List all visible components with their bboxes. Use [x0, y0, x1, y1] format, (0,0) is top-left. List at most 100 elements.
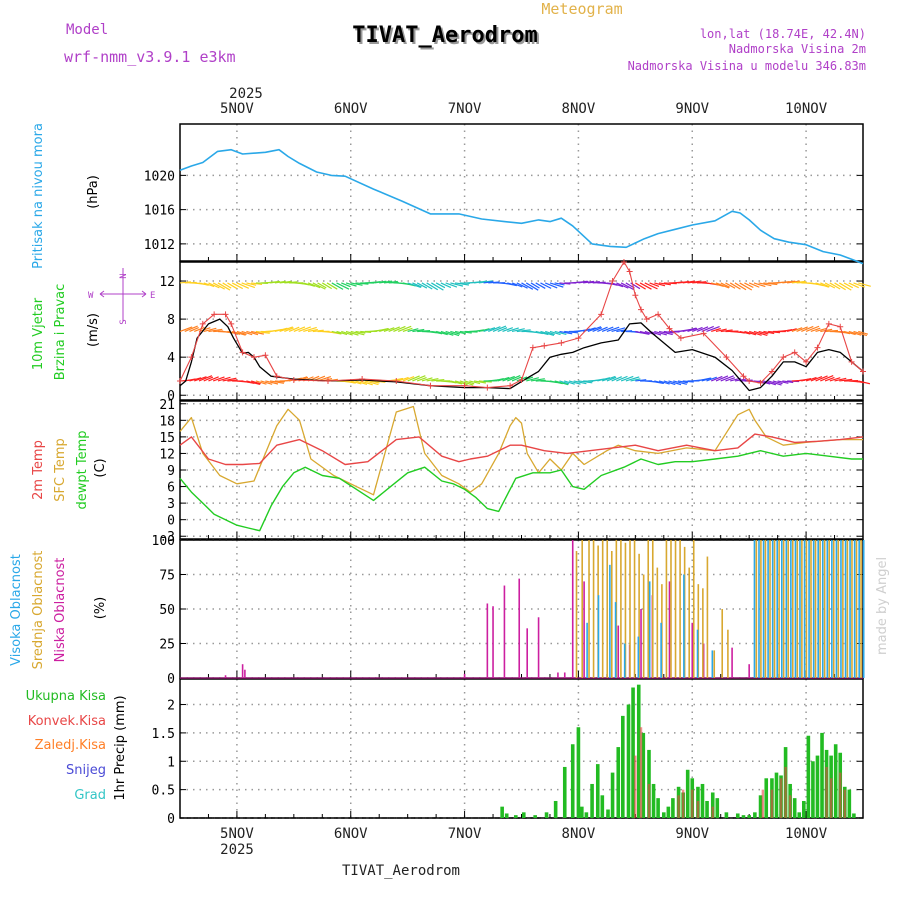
day-label-top: 8NOV: [562, 101, 596, 117]
wind-barb: [734, 282, 747, 291]
wind-gust-marker: [723, 354, 730, 361]
wind-barb: [696, 326, 709, 333]
wind-gust-marker: [598, 311, 605, 318]
precip-conv-bar: [843, 789, 846, 818]
y-tick-label: 3: [167, 497, 175, 512]
wind-barb: [782, 280, 796, 284]
temp-dew-label: dewpt Temp: [75, 430, 90, 509]
wind-barb: [412, 282, 422, 288]
wind-gust-marker: [825, 320, 832, 327]
wind-barb: [748, 282, 760, 288]
wind-barb: [469, 380, 481, 385]
wind-barb: [497, 327, 508, 333]
wind-barb: [829, 282, 841, 290]
wind-barb: [568, 380, 581, 385]
wind-barb: [355, 380, 368, 386]
wind-barb: [597, 326, 608, 333]
wind-barb: [535, 282, 546, 289]
wind-barb: [336, 330, 348, 336]
wind-barb: [450, 380, 463, 385]
y-tick-label: 0: [167, 389, 175, 404]
wind-barb: [383, 327, 395, 333]
wind-barb: [720, 329, 733, 333]
wind-gust-marker: [803, 358, 810, 365]
precip-total-bar: [806, 735, 811, 818]
precip-total-bar: [833, 744, 838, 818]
wind-barb: [241, 330, 253, 336]
compass-n: N: [119, 273, 129, 278]
wind-barb: [753, 330, 768, 337]
wind-barb: [606, 326, 620, 333]
wind-barb: [450, 330, 461, 335]
wind-barb: [834, 282, 846, 291]
y-tick-label: 0: [167, 514, 175, 529]
y-tick-label: 100: [152, 534, 175, 549]
day-label-bottom: 8NOV: [562, 826, 596, 842]
precip-unit: 1hr Precip (mm): [113, 695, 128, 800]
wind-barb: [810, 327, 821, 333]
wind-barb: [265, 380, 279, 385]
wind-barb: [402, 375, 415, 382]
wind-title-2: Brzina i Pravac: [53, 284, 68, 381]
wind-barb: [279, 326, 294, 333]
wind-barb: [611, 327, 626, 333]
wind-gust-marker: [228, 320, 235, 327]
wind-barb: [464, 380, 475, 385]
wind-barb: [364, 380, 379, 386]
y-tick-label: 6: [167, 481, 175, 496]
wind-barb: [853, 330, 868, 337]
meteogram-title: Meteogram: [541, 0, 622, 18]
wind-unit: (m/s): [86, 313, 101, 347]
wind-barb: [706, 376, 718, 382]
wind-barb: [611, 376, 622, 382]
precip-total-bar: [758, 795, 763, 818]
precip-total-bar: [661, 812, 666, 818]
precip-total-bar: [590, 783, 594, 818]
wind-barb: [763, 380, 777, 386]
wind-gust-marker: [239, 349, 246, 356]
wind-barb: [654, 282, 666, 287]
wind-gust-marker: [484, 384, 491, 391]
wind-gust-marker: [746, 377, 753, 384]
wind-barb: [488, 326, 501, 333]
wind-gust-marker: [609, 278, 616, 285]
wind-gust-marker: [638, 306, 645, 313]
wind-barb: [715, 375, 729, 382]
precip-total-bar: [641, 732, 646, 818]
wind-barb: [212, 376, 225, 382]
y-tick-label: 2: [167, 699, 175, 714]
wind-gust-marker: [393, 377, 400, 384]
precip-total-bar: [606, 809, 610, 818]
precip-conv-bar: [784, 766, 787, 818]
precip-total-bar: [500, 806, 504, 818]
wind-barb: [525, 282, 539, 291]
wind-barb: [853, 282, 865, 288]
wind-barb: [838, 282, 852, 291]
wind-barb: [473, 380, 486, 384]
wind-barb: [630, 378, 641, 382]
wind-barb: [587, 280, 600, 284]
wind-gust-marker: [262, 352, 269, 359]
wind-barb: [227, 282, 238, 290]
precip-total-bar: [521, 812, 526, 818]
legend-snow: Snijeg: [66, 763, 106, 778]
wind-barb: [284, 327, 294, 333]
wind-barb: [564, 330, 579, 334]
wind-barb: [554, 380, 569, 386]
wind-barb: [540, 282, 552, 289]
wind-barb: [454, 330, 466, 335]
credit-label: made by Angel: [875, 557, 890, 655]
wind-barb: [796, 326, 808, 333]
wind-barb: [450, 282, 464, 287]
y-tick-label: 18: [159, 414, 175, 429]
temp-2m-line: [179, 433, 864, 466]
wind-barb: [270, 280, 281, 284]
y-tick-label: 12: [159, 275, 175, 290]
wind-barb: [288, 326, 300, 333]
wind-barb: [217, 282, 231, 291]
wind-barb: [317, 282, 327, 289]
wind-gust-marker: [791, 349, 798, 356]
wind-barb: [379, 280, 393, 284]
precip-total-bar: [562, 766, 567, 818]
wind-barb: [189, 377, 202, 382]
